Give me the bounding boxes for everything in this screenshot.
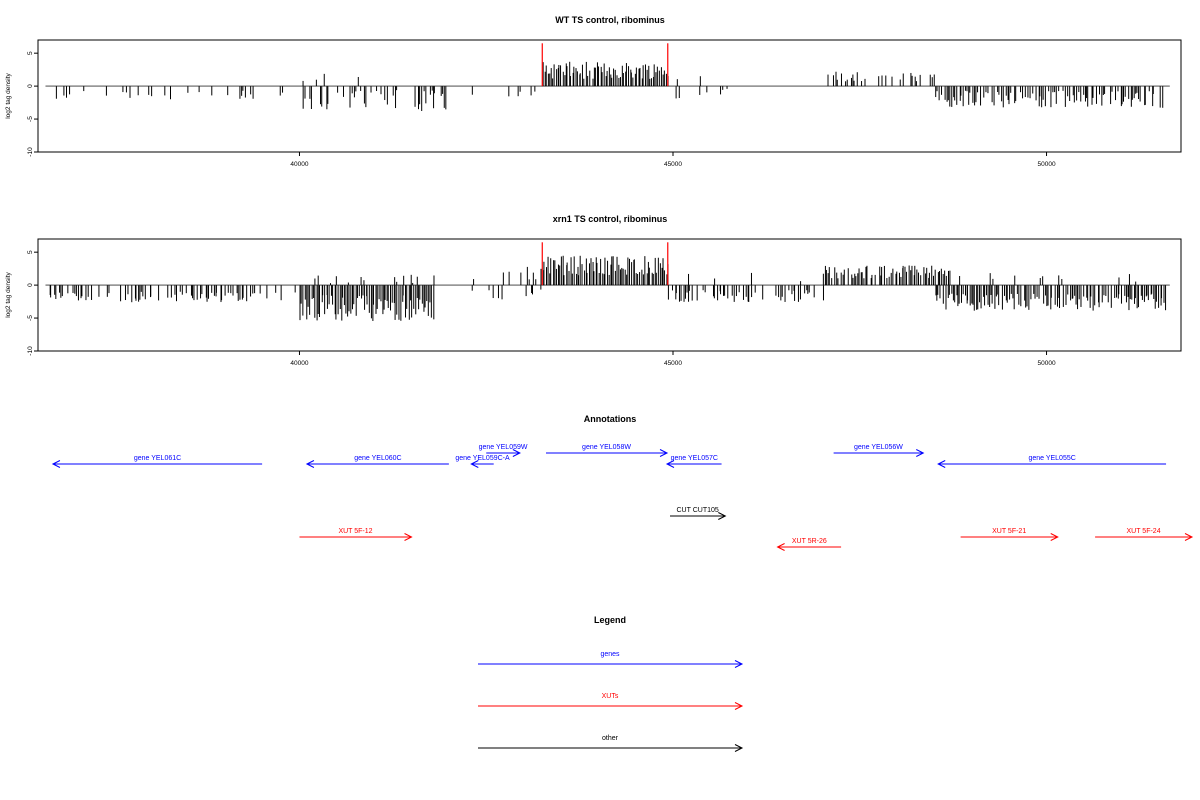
annotation-feature: gene YEL059W bbox=[479, 444, 528, 457]
annotation-feature: gene YEL058W bbox=[546, 444, 669, 457]
arrow-head bbox=[734, 660, 744, 668]
legend-item: other bbox=[478, 735, 744, 752]
feature-label: gene YEL058W bbox=[582, 444, 631, 451]
arrow-head bbox=[404, 533, 413, 541]
legend-panel: Legend genes XUTs other bbox=[478, 615, 744, 752]
annotation-feature: XUT 5R-26 bbox=[776, 538, 842, 551]
plot-frame bbox=[37, 238, 1182, 352]
y-tick-label: -10 bbox=[27, 147, 34, 157]
plot-frame bbox=[37, 39, 1182, 153]
annotation-feature: XUT 5F-21 bbox=[960, 528, 1059, 541]
annotation-feature: gene YEL060C bbox=[305, 455, 449, 468]
track-title: xrn1 TS control, ribominus bbox=[553, 214, 668, 224]
bars bbox=[45, 61, 1170, 112]
arrow-head bbox=[916, 449, 925, 457]
feature-label: XUT 5F-12 bbox=[338, 528, 372, 535]
arrow-head bbox=[51, 460, 61, 468]
y-tick-label: 5 bbox=[27, 51, 34, 55]
legend-label: XUTs bbox=[602, 693, 619, 700]
feature-label: XUT 5F-21 bbox=[992, 528, 1026, 535]
y-axis: -10 -5 0 5 bbox=[27, 250, 38, 356]
feature-label: gene YEL060C bbox=[354, 455, 401, 462]
arrow-head bbox=[734, 702, 744, 710]
legend-item: XUTs bbox=[478, 693, 744, 710]
feature-label: CUT CUT105 bbox=[677, 507, 719, 514]
track-panel-xrn1: xrn1 TS control, ribominus log2 tag dens… bbox=[5, 214, 1182, 367]
annotation-feature: XUT 5F-12 bbox=[299, 528, 413, 541]
y-tick-label: 0 bbox=[27, 84, 34, 88]
feature-label: gene YEL056W bbox=[854, 444, 903, 451]
feature-label: XUT 5F-24 bbox=[1126, 528, 1160, 535]
arrow-head bbox=[734, 744, 744, 752]
y-tick-label: -10 bbox=[27, 346, 34, 356]
track-panel-wt: WT TS control, ribominus log2 tag densit… bbox=[5, 15, 1182, 168]
feature-label: gene YEL061C bbox=[134, 455, 181, 462]
y-tick-label: 5 bbox=[27, 250, 34, 254]
feature-label: gene YEL059W bbox=[479, 444, 528, 451]
arrow-head bbox=[776, 543, 785, 551]
feature-label: gene YEL059C-A bbox=[455, 455, 510, 462]
arrow-head bbox=[659, 449, 669, 457]
annotation-features: gene YEL061C gene YEL060C gene YEL059W gene… bbox=[51, 444, 1194, 551]
y-tick-label: 0 bbox=[27, 283, 34, 287]
y-axis: -10 -5 0 5 bbox=[27, 51, 38, 157]
x-tick-label: 45000 bbox=[664, 360, 682, 367]
annotation-feature: gene YEL059C-A bbox=[455, 455, 510, 468]
legend-label: genes bbox=[600, 651, 620, 658]
feature-label: gene YEL057C bbox=[671, 455, 718, 462]
track-title: WT TS control, ribominus bbox=[555, 15, 665, 25]
y-axis-label: log2 tag density bbox=[5, 72, 12, 118]
arrow-head bbox=[305, 460, 315, 468]
legend-title: Legend bbox=[594, 615, 626, 625]
arrow-head bbox=[937, 460, 946, 468]
x-tick-label: 50000 bbox=[1037, 161, 1055, 168]
arrow-head bbox=[1050, 533, 1059, 541]
legend-items: genes XUTs other bbox=[478, 651, 744, 752]
x-tick-label: 40000 bbox=[290, 161, 308, 168]
markers bbox=[541, 242, 669, 286]
arrow-head bbox=[470, 460, 479, 468]
y-tick-label: -5 bbox=[27, 315, 34, 321]
arrow-head bbox=[665, 460, 675, 468]
x-tick-label: 40000 bbox=[290, 360, 308, 367]
annotation-feature: XUT 5F-24 bbox=[1095, 528, 1194, 541]
legend-item: genes bbox=[478, 651, 744, 668]
y-axis-label: log2 tag density bbox=[5, 271, 12, 317]
legend-label: other bbox=[602, 735, 619, 742]
feature-label: gene YEL055C bbox=[1028, 455, 1075, 462]
arrow-head bbox=[1184, 533, 1194, 541]
arrow-head bbox=[512, 449, 521, 457]
annotations-title: Annotations bbox=[584, 414, 637, 424]
x-tick-label: 45000 bbox=[664, 161, 682, 168]
annotation-feature: gene YEL061C bbox=[51, 455, 263, 468]
feature-label: XUT 5R-26 bbox=[792, 538, 827, 545]
annotation-feature: gene YEL057C bbox=[665, 455, 722, 468]
x-axis: 40000 45000 50000 bbox=[290, 152, 1056, 168]
x-tick-label: 50000 bbox=[1037, 360, 1055, 367]
arrow-head bbox=[718, 512, 727, 520]
annotation-feature: gene YEL055C bbox=[937, 455, 1167, 468]
annotation-feature: gene YEL056W bbox=[833, 444, 925, 457]
markers bbox=[541, 43, 669, 87]
x-axis: 40000 45000 50000 bbox=[290, 351, 1056, 367]
annotation-feature: CUT CUT105 bbox=[670, 507, 727, 520]
annotations-panel: Annotations gene YEL061C gene YEL060Cgene… bbox=[51, 414, 1194, 551]
bars bbox=[45, 255, 1170, 321]
y-tick-label: -5 bbox=[27, 116, 34, 122]
